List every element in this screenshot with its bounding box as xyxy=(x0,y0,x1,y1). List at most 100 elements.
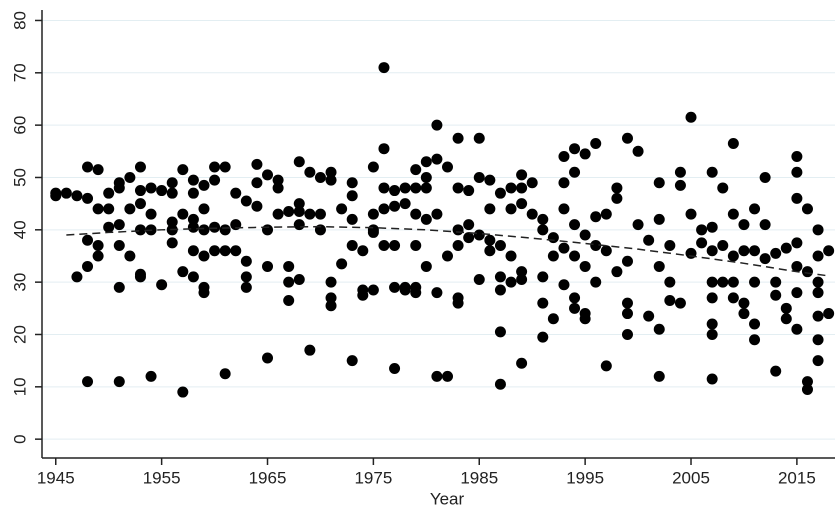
point xyxy=(420,213,432,225)
point xyxy=(82,234,94,246)
y-tick-label: 10 xyxy=(10,377,29,396)
point xyxy=(283,276,295,288)
point xyxy=(198,203,210,215)
point xyxy=(738,308,750,320)
point xyxy=(283,205,295,217)
point xyxy=(431,119,443,131)
point xyxy=(505,182,517,194)
point xyxy=(494,326,506,338)
point xyxy=(283,260,295,272)
point xyxy=(706,221,718,233)
point xyxy=(177,266,189,278)
point xyxy=(791,287,803,299)
point xyxy=(346,240,358,252)
point xyxy=(812,355,824,367)
y-tick-label: 60 xyxy=(10,116,29,135)
point xyxy=(611,192,623,204)
y-tick-label: 50 xyxy=(10,168,29,187)
point xyxy=(621,297,633,309)
y-tick-label: 20 xyxy=(10,325,29,344)
point xyxy=(367,208,379,220)
y-tick-label: 70 xyxy=(10,63,29,82)
x-tick-label: 1975 xyxy=(354,468,392,487)
point xyxy=(590,276,602,288)
point xyxy=(590,240,602,252)
point xyxy=(537,271,549,283)
point xyxy=(378,62,390,74)
point xyxy=(325,292,337,304)
point xyxy=(410,287,422,299)
y-tick-label: 40 xyxy=(10,220,29,239)
x-tick-label: 1945 xyxy=(37,468,75,487)
point xyxy=(463,185,475,197)
point xyxy=(240,195,252,207)
point xyxy=(177,386,189,398)
point xyxy=(336,258,348,270)
point xyxy=(113,376,125,388)
point xyxy=(674,297,686,309)
point xyxy=(780,302,792,314)
point xyxy=(187,174,199,186)
point xyxy=(727,292,739,304)
point xyxy=(198,250,210,262)
point xyxy=(547,313,559,325)
point xyxy=(441,250,453,262)
point xyxy=(251,177,263,189)
point xyxy=(103,203,115,215)
point xyxy=(113,182,125,194)
point xyxy=(346,213,358,225)
point xyxy=(621,328,633,340)
point xyxy=(812,287,824,299)
point xyxy=(166,177,178,189)
point xyxy=(600,208,612,220)
point xyxy=(473,132,485,144)
point xyxy=(272,208,284,220)
point xyxy=(674,179,686,191)
point xyxy=(145,370,157,382)
point xyxy=(92,250,104,262)
point xyxy=(399,182,411,194)
point xyxy=(516,169,528,181)
point xyxy=(378,182,390,194)
point xyxy=(516,198,528,210)
point xyxy=(579,313,591,325)
point xyxy=(452,132,464,144)
point xyxy=(304,208,316,220)
point xyxy=(791,237,803,249)
point xyxy=(134,198,146,210)
point xyxy=(103,221,115,233)
point xyxy=(611,266,623,278)
point xyxy=(71,190,83,202)
point xyxy=(251,200,263,212)
point xyxy=(484,174,496,186)
point xyxy=(166,187,178,199)
point xyxy=(219,368,231,380)
point xyxy=(219,224,231,236)
point xyxy=(632,145,644,157)
point xyxy=(346,177,358,189)
point xyxy=(113,219,125,231)
x-tick-label: 1995 xyxy=(566,468,604,487)
point xyxy=(82,260,94,272)
point xyxy=(516,274,528,286)
point xyxy=(198,224,210,236)
x-tick-label: 1985 xyxy=(460,468,498,487)
point xyxy=(219,161,231,173)
point xyxy=(727,250,739,262)
point xyxy=(272,174,284,186)
point xyxy=(325,166,337,178)
point xyxy=(357,289,369,301)
point xyxy=(431,287,443,299)
x-tick-label: 1965 xyxy=(249,468,287,487)
point xyxy=(124,203,136,215)
point xyxy=(92,240,104,252)
point xyxy=(336,203,348,215)
point xyxy=(463,219,475,231)
point xyxy=(759,253,771,265)
point xyxy=(325,276,337,288)
point xyxy=(812,224,824,236)
point xyxy=(166,216,178,228)
point xyxy=(653,213,665,225)
point xyxy=(812,310,824,322)
point xyxy=(579,229,591,241)
